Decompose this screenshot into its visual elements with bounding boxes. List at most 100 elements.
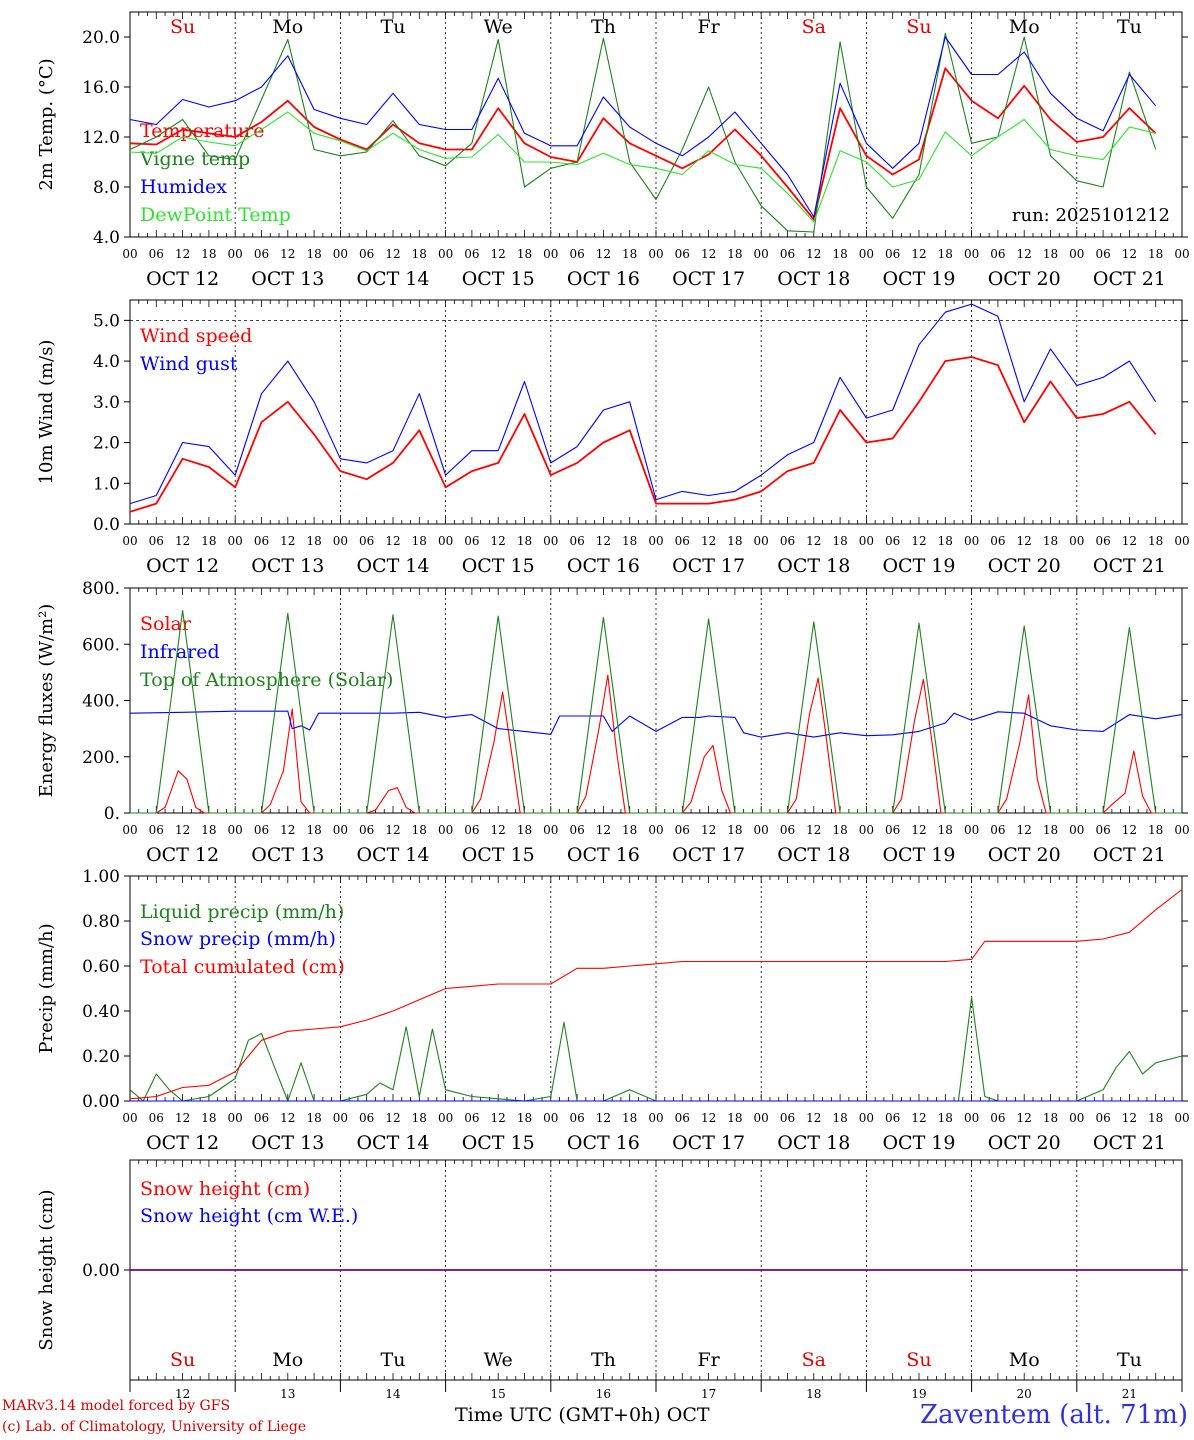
hour-tick-label: 00 [1174,1111,1189,1125]
hour-tick-label: 12 [385,247,400,261]
date-label: OCT 12 [146,268,219,290]
legend-entry: Top of Atmosphere (Solar) [140,669,393,691]
day-name-bottom: Mo [272,1349,303,1371]
hour-tick-label: 18 [517,823,532,837]
date-label: OCT 15 [462,555,535,577]
date-label: OCT 19 [882,268,955,290]
y-tick-label: 8.0 [93,178,120,198]
day-number: 19 [911,1387,926,1401]
hour-tick-label: 12 [701,534,716,548]
date-label: OCT 18 [777,844,850,866]
y-tick-label: 4.0 [93,228,120,248]
hour-tick-label: 12 [280,1111,295,1125]
hour-tick-label: 12 [175,247,190,261]
hour-tick-label: 18 [938,247,953,261]
y-axis-label: Precip (mm/h) [36,923,57,1053]
hour-tick-label: 18 [1148,534,1163,548]
hour-tick-label: 00 [648,247,663,261]
hour-tick-label: 06 [885,247,900,261]
hour-tick-label: 18 [201,823,216,837]
hour-tick-label: 00 [1069,823,1084,837]
date-label: OCT 12 [146,1132,219,1154]
hour-tick-label: 00 [228,823,243,837]
station-name: Zaventem (alt. 71m) [920,1400,1188,1430]
day-name-bottom: Tu [381,1349,406,1371]
hour-tick-label: 00 [859,823,874,837]
hour-tick-label: 00 [122,534,137,548]
run-label: run: 2025101212 [1012,205,1170,226]
hour-tick-label: 18 [412,534,427,548]
date-label: OCT 16 [567,844,640,866]
hour-tick-label: 12 [280,247,295,261]
hour-tick-label: 00 [859,1111,874,1125]
series-line [129,889,1183,1100]
y-tick-label: 400. [82,692,120,712]
hour-tick-label: 06 [1095,534,1110,548]
day-number: 13 [280,1387,295,1401]
hour-tick-label: 12 [701,247,716,261]
series-line [129,111,1156,223]
hour-tick-label: 06 [254,1111,269,1125]
series-line [129,710,1183,738]
hour-tick-label: 12 [806,1111,821,1125]
day-name-bottom: Mo [1009,1349,1040,1371]
hour-tick-label: 06 [675,823,690,837]
hour-tick-label: 00 [648,534,663,548]
hour-tick-label: 00 [543,534,558,548]
hour-tick-label: 00 [754,1111,769,1125]
hour-tick-label: 12 [175,534,190,548]
hour-tick-label: 12 [596,247,611,261]
hour-tick-label: 18 [727,823,742,837]
hour-tick-label: 00 [1174,534,1189,548]
date-label: OCT 12 [146,844,219,866]
hour-tick-label: 18 [727,534,742,548]
date-label: OCT 14 [356,1132,429,1154]
date-label: OCT 17 [672,1132,745,1154]
hour-tick-label: 06 [675,247,690,261]
day-name-bottom: Tu [1117,1349,1142,1371]
day-number: 18 [806,1387,821,1401]
hour-tick-label: 12 [491,534,506,548]
hour-tick-label: 06 [1095,1111,1110,1125]
hour-tick-label: 06 [990,534,1005,548]
day-number: 12 [175,1387,190,1401]
hour-tick-label: 06 [359,534,374,548]
hour-tick-label: 12 [1122,534,1137,548]
series-line [129,36,1157,218]
hour-tick-label: 18 [517,534,532,548]
day-name-bottom: We [484,1349,513,1371]
y-tick-label: 600. [82,635,120,655]
hour-tick-label: 00 [228,534,243,548]
series-line [129,303,1157,505]
hour-tick-label: 06 [780,1111,795,1125]
hour-tick-label: 18 [622,1111,637,1125]
date-label: OCT 17 [672,555,745,577]
legend-entry: DewPoint Temp [140,204,291,226]
date-label: OCT 16 [567,555,640,577]
hour-tick-label: 06 [885,534,900,548]
hour-tick-label: 00 [438,1111,453,1125]
hour-tick-label: 18 [306,247,321,261]
legend-entry: Snow height (cm) [140,1178,310,1200]
y-tick-label: 20.0 [82,28,120,48]
hour-tick-label: 00 [859,534,874,548]
hour-tick-label: 06 [149,534,164,548]
hour-tick-label: 12 [175,823,190,837]
hour-tick-label: 00 [1069,1111,1084,1125]
hour-tick-label: 12 [1122,247,1137,261]
hour-tick-label: 18 [622,247,637,261]
hour-tick-label: 12 [280,823,295,837]
date-label: OCT 17 [672,844,745,866]
day-name-top: Mo [1009,16,1040,38]
y-tick-label: 0.00 [82,1092,120,1112]
hour-tick-label: 06 [359,1111,374,1125]
hour-tick-label: 00 [333,823,348,837]
date-label: OCT 20 [988,555,1061,577]
date-label: OCT 18 [777,1132,850,1154]
hour-tick-label: 06 [149,823,164,837]
hour-tick-label: 12 [1122,823,1137,837]
hour-tick-label: 00 [1069,534,1084,548]
day-number: 16 [596,1387,611,1401]
hour-tick-label: 00 [964,534,979,548]
date-label: OCT 21 [1093,268,1166,290]
